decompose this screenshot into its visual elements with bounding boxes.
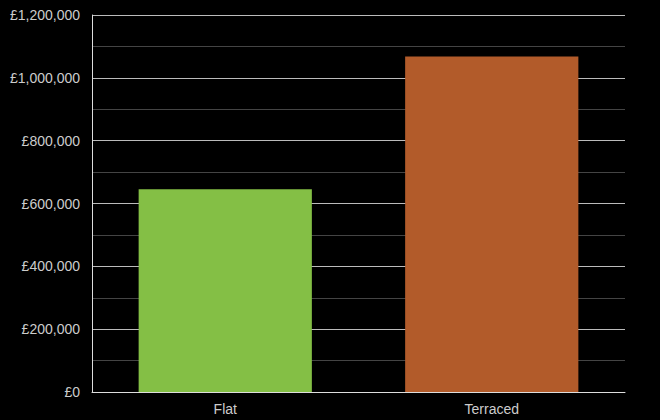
svg-text:Flat: Flat: [214, 401, 237, 417]
svg-text:£1,200,000: £1,200,000: [10, 7, 80, 23]
svg-text:£800,000: £800,000: [22, 133, 81, 149]
svg-text:Terraced: Terraced: [465, 401, 519, 417]
svg-text:£200,000: £200,000: [22, 321, 81, 337]
svg-text:£400,000: £400,000: [22, 258, 81, 274]
svg-text:£0: £0: [64, 384, 80, 400]
svg-text:£600,000: £600,000: [22, 196, 81, 212]
svg-text:£1,000,000: £1,000,000: [10, 70, 80, 86]
